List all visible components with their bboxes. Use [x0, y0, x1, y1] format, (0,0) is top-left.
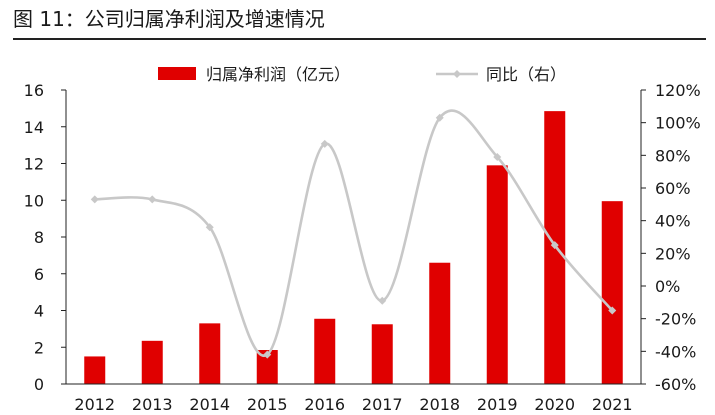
axis-layer: 0 2 4 6 8 10 12 14 16 -60% -40% -20% 0% 20% 40% 60% 80% 1… [24, 81, 701, 414]
left-tick-label: 0 [34, 375, 44, 394]
yoy-point-2012 [90, 195, 99, 204]
right-tick-label: 20% [655, 244, 691, 263]
left-tick-label: 4 [34, 302, 44, 321]
x-tick-label-2018: 2018 [419, 395, 460, 414]
left-tick-label: 8 [34, 228, 44, 247]
left-tick-label: 2 [34, 338, 44, 357]
x-tick-label-2014: 2014 [189, 395, 230, 414]
bar-2019 [486, 165, 508, 384]
left-tick-label: 16 [24, 81, 44, 100]
x-tick-label-2013: 2013 [132, 395, 173, 414]
bar-2017 [371, 324, 393, 384]
legend-bar-label: 归属净利润（亿元） [206, 65, 350, 84]
bar-2021 [601, 201, 623, 384]
x-tick-label-2019: 2019 [477, 395, 518, 414]
line-layer [90, 109, 617, 359]
right-tick-label: 100% [655, 114, 701, 133]
x-tick-label-2015: 2015 [247, 395, 288, 414]
yoy-point-2019 [493, 152, 502, 161]
yoy-point-2016 [320, 139, 329, 148]
yoy-point-2021 [608, 306, 617, 315]
yoy-point-2017 [378, 296, 387, 305]
x-tick-label-2016: 2016 [304, 395, 345, 414]
right-tick-label: -60% [655, 375, 696, 394]
x-tick-label-2020: 2020 [534, 395, 575, 414]
left-tick-label: 12 [24, 155, 44, 174]
title-rule [13, 38, 706, 40]
yoy-point-2015 [263, 350, 272, 359]
legend-line-label: 同比（右） [486, 65, 566, 84]
yoy-point-2018 [435, 113, 444, 122]
right-tick-label: 60% [655, 179, 691, 198]
left-tick-label: 6 [34, 265, 44, 284]
yoy-point-2014 [205, 223, 214, 232]
yoy-point-2020 [550, 241, 559, 250]
x-tick-label-2012: 2012 [74, 395, 115, 414]
legend-bar-swatch [158, 67, 196, 80]
x-tick-label-2021: 2021 [592, 395, 633, 414]
left-tick-label: 10 [24, 191, 44, 210]
bar-2015 [256, 350, 278, 384]
figure-title: 图 11：公司归属净利润及增速情况 [13, 7, 325, 31]
bar-2016 [314, 318, 336, 384]
bar-2013 [141, 340, 163, 384]
bar-2018 [429, 262, 451, 384]
right-tick-label: 40% [655, 212, 691, 231]
bars-layer [84, 111, 623, 384]
left-tick-label: 14 [24, 118, 44, 137]
yoy-line [94, 109, 614, 357]
legend-line-marker [453, 70, 461, 78]
bar-2012 [84, 356, 106, 384]
bar-2014 [199, 323, 221, 384]
right-tick-label: -20% [655, 310, 696, 329]
right-tick-label: 0% [655, 277, 680, 296]
yoy-point-2013 [148, 195, 157, 204]
right-tick-label: 80% [655, 146, 691, 165]
legend-layer: 归属净利润（亿元） 同比（右） [158, 65, 566, 84]
x-tick-label-2017: 2017 [362, 395, 403, 414]
right-tick-label: -40% [655, 342, 696, 361]
right-tick-label: 120% [655, 81, 701, 100]
